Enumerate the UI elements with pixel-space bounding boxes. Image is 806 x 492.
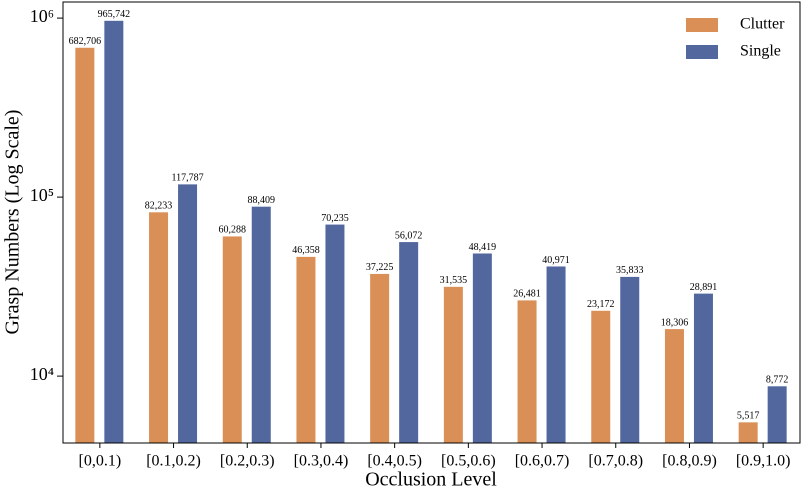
bar [251,206,271,443]
legend-label: Single [740,43,781,60]
value-label: 60,288 [219,225,247,236]
bar [472,253,492,443]
value-label: 682,706 [69,36,102,47]
x-tick-label: [0.6,0.7) [515,453,570,470]
bar [738,422,758,443]
x-tick-label: [0.2,0.3) [220,453,275,470]
bar [693,293,713,443]
value-label: 46,358 [292,245,320,256]
x-tick-label: [0.9,1.0) [736,453,791,470]
value-label: 48,419 [469,242,497,253]
bar [546,266,566,443]
value-label: 37,225 [366,262,394,273]
value-label: 82,233 [145,201,173,212]
bar [104,20,124,444]
value-label: 28,891 [690,282,718,293]
value-label: 56,072 [395,230,423,241]
bar [517,300,537,443]
legend-swatch [686,18,718,32]
x-tick-label: [0.8,0.9) [662,453,717,470]
y-axis-label: Grasp Numbers (Log Scale) [2,110,24,335]
bar [620,276,640,443]
value-label: 35,833 [616,265,644,276]
legend-swatch [686,45,718,59]
bar [767,386,787,443]
bar [296,256,316,443]
bar [591,310,611,443]
bar [149,212,169,443]
x-tick-label: [0.7,0.8) [588,453,643,470]
y-tick-label: 10⁴ [30,364,54,384]
y-tick-label: 10⁵ [30,185,54,205]
value-label: 18,306 [661,317,689,328]
bar [399,242,419,443]
value-label: 40,971 [542,255,570,266]
x-tick-label: [0.3,0.4) [294,453,349,470]
value-label: 117,787 [171,173,203,184]
bar [222,236,242,443]
bar [664,329,684,443]
y-tick-label: 10⁶ [30,6,54,26]
value-label: 965,742 [98,9,131,20]
x-tick-label: [0.4,0.5) [367,453,422,470]
legend-label: Clutter [740,16,785,33]
x-tick-label: [0,0.1) [79,453,122,470]
bar [75,47,95,443]
x-tick-label: [0.5,0.6) [441,453,496,470]
value-label: 31,535 [440,275,468,286]
plot-frame [62,1,801,444]
x-tick-label: [0.1,0.2) [146,453,201,470]
bar [178,184,198,443]
value-label: 5,517 [737,411,760,422]
bar [443,286,463,443]
bar [325,224,345,443]
value-label: 70,235 [321,213,349,224]
value-label: 88,409 [248,195,276,206]
x-axis-label: Occlusion Level [365,469,497,491]
value-label: 23,172 [587,299,615,310]
value-label: 8,772 [766,375,789,386]
value-label: 26,481 [513,289,541,300]
bar [370,273,390,443]
